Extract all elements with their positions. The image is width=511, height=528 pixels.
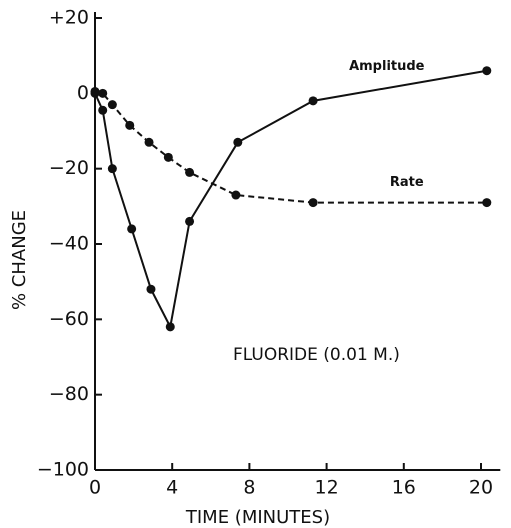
- x-axis-label: TIME (MINUTES): [185, 507, 330, 528]
- y-tick-label: −80: [49, 383, 89, 405]
- x-tick-label: 8: [243, 477, 255, 499]
- series-line: [94, 69, 487, 330]
- data-point: [144, 137, 154, 147]
- series-label: Rate: [390, 175, 424, 190]
- x-tick-label: 4: [166, 477, 178, 499]
- y-tick-label: −40: [49, 233, 89, 255]
- data-point: [165, 322, 175, 332]
- data-point: [482, 198, 492, 208]
- x-tick-label: 16: [392, 477, 416, 499]
- data-point: [308, 198, 318, 208]
- y-tick-label: −20: [49, 157, 89, 179]
- data-point: [231, 190, 241, 200]
- data-point: [127, 224, 137, 234]
- data-point: [308, 96, 318, 106]
- y-axis-label: % CHANGE: [9, 210, 30, 310]
- annotation: FLUORIDE (0.01 M.): [233, 345, 400, 365]
- data-point: [146, 284, 156, 294]
- data-point: [185, 167, 195, 177]
- y-tick-label: 0: [77, 82, 89, 104]
- series-label: Amplitude: [349, 59, 425, 74]
- data-point: [98, 105, 108, 115]
- x-tick-label: 20: [469, 477, 493, 499]
- data-point: [163, 152, 173, 162]
- data-point: [125, 120, 135, 130]
- series-line: [94, 90, 487, 204]
- data-point: [98, 88, 108, 98]
- y-tick-label: −100: [37, 459, 89, 481]
- data-point: [90, 86, 100, 96]
- data-point: [233, 137, 243, 147]
- data-point: [107, 164, 117, 174]
- data-point: [185, 216, 195, 226]
- data-point: [107, 100, 117, 110]
- x-tick-label: 0: [89, 477, 101, 499]
- x-tick-label: 12: [315, 477, 339, 499]
- y-tick-label: −60: [49, 308, 89, 330]
- y-tick-label: +20: [49, 7, 89, 29]
- data-point: [482, 66, 492, 76]
